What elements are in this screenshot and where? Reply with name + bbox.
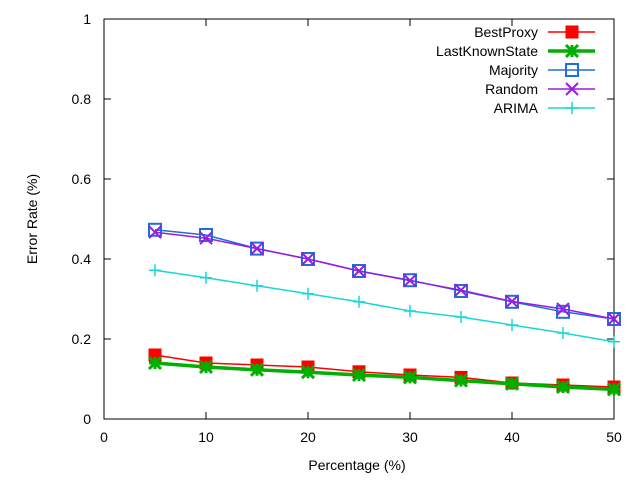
legend-marker [565, 63, 579, 77]
series-line [154, 269, 615, 343]
data-point [352, 264, 366, 278]
data-point [607, 312, 621, 326]
x-tick-label: 40 [504, 429, 520, 445]
data-point [453, 373, 469, 388]
series-random [148, 225, 621, 326]
legend-label: ARIMA [494, 100, 539, 116]
data-point [200, 271, 212, 284]
data-point [147, 355, 163, 371]
data-point [504, 376, 520, 391]
legend-item: Random [485, 81, 595, 97]
legend-label: Majority [489, 62, 538, 78]
y-tick-label: 0.8 [72, 91, 92, 107]
data-point [505, 294, 519, 309]
data-point [148, 222, 162, 237]
data-point [301, 252, 315, 266]
x-tick-label: 20 [300, 429, 316, 445]
legend-marker [566, 102, 578, 114]
axes: 0 10 20 30 40 50 0 0.2 0.4 0.6 0.8 1 [72, 11, 622, 445]
data-point [454, 283, 468, 297]
data-point [352, 264, 366, 278]
series-majority [148, 222, 621, 326]
legend-marker [565, 25, 579, 39]
data-point [353, 295, 365, 308]
data-point [404, 305, 416, 317]
series-lastknownstate [147, 355, 622, 397]
plot-frame [103, 18, 615, 420]
y-tick-label: 0.6 [72, 171, 92, 187]
data-point [250, 241, 264, 256]
series-arima [149, 264, 620, 348]
data-point [607, 312, 621, 326]
y-tick-label: 0 [83, 411, 91, 427]
data-point [506, 319, 518, 331]
series-line [154, 361, 615, 392]
data-point [199, 228, 213, 242]
x-tick-label: 0 [100, 429, 108, 445]
data-point [198, 359, 214, 375]
legend-label: BestProxy [474, 24, 538, 40]
y-axis-label: Error Rate (%) [24, 174, 40, 264]
data-point [455, 311, 467, 323]
series-line [154, 354, 615, 388]
data-point [556, 304, 570, 319]
x-axis-label: Percentage (%) [308, 457, 405, 473]
data-point [403, 273, 417, 288]
y-tick-label: 1 [83, 11, 91, 27]
legend-label: LastKnownState [436, 43, 538, 59]
data-point [402, 370, 418, 385]
data-point [249, 362, 265, 377]
x-tick-label: 50 [606, 429, 622, 445]
legend-item: Majority [489, 62, 595, 78]
data-point [557, 327, 569, 339]
y-tick-label: 0.4 [72, 251, 92, 267]
legend-label: Random [485, 81, 538, 97]
data-point [606, 382, 622, 397]
legend-item: ARIMA [494, 100, 595, 116]
data-point [351, 367, 367, 383]
legend: BestProxy LastKnownState Majority Random ARI… [436, 24, 595, 116]
data-point [302, 287, 314, 300]
legend-item: BestProxy [474, 24, 595, 40]
data-point [250, 241, 264, 256]
x-tick-label: 30 [402, 429, 418, 445]
legend-item: LastKnownState [436, 43, 595, 59]
x-tick-label: 10 [198, 429, 214, 445]
data-point [556, 302, 570, 316]
series-line [154, 231, 615, 320]
legend-marker [565, 82, 579, 96]
data-point [251, 279, 263, 292]
data-point [149, 264, 161, 277]
series-layer [147, 222, 622, 397]
data-point [300, 365, 316, 380]
legend-marker [564, 43, 580, 59]
data-point [555, 379, 571, 395]
y-tick-label: 0.2 [72, 331, 92, 347]
data-point [301, 252, 315, 266]
data-point [199, 231, 213, 245]
data-point [148, 225, 162, 239]
data-point [608, 335, 620, 348]
